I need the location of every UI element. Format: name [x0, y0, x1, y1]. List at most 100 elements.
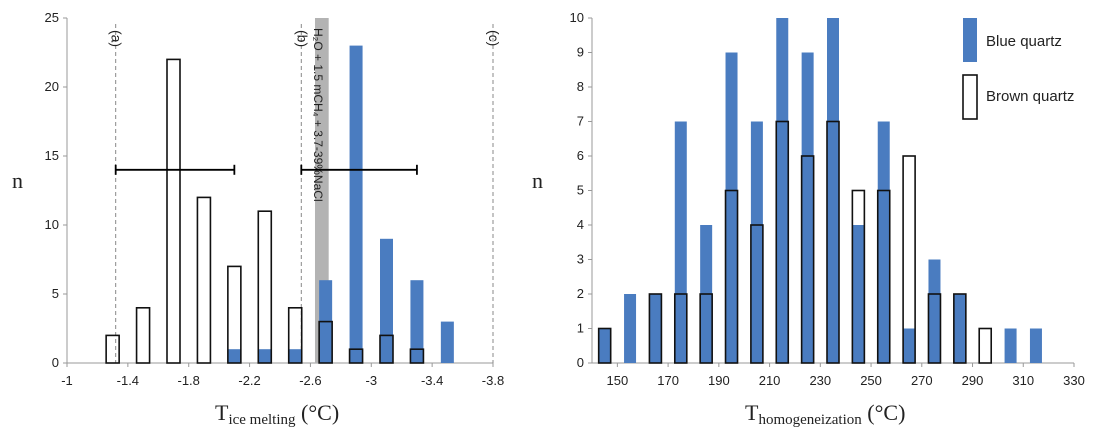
x-tick-label: 230: [809, 373, 831, 388]
y-tick-label: 25: [45, 10, 59, 25]
bar-brown-quartz: [318, 320, 333, 364]
bar-blue-quartz: [288, 349, 302, 363]
y-axis-label: n: [12, 168, 23, 193]
x-axis-label: Thomogeneization (°C): [745, 400, 905, 428]
x-tick-label: 250: [860, 373, 882, 388]
legend-label-blue: Blue quartz: [986, 33, 1062, 50]
y-tick-label: 10: [45, 217, 59, 232]
y-tick-label: 10: [570, 10, 584, 25]
legend-swatch-brown: [962, 74, 978, 120]
bar-brown-quartz: [826, 120, 840, 364]
x-tick-label: -1.8: [178, 373, 200, 388]
bar-blue-quartz: [827, 18, 839, 363]
reference-line-label: (a): [109, 30, 125, 47]
bar-brown-quartz: [105, 334, 120, 364]
y-tick-label: 0: [577, 355, 584, 370]
reference-line-label: (b): [294, 30, 310, 47]
bar-brown-quartz: [902, 155, 916, 364]
tice-melting-histogram: 0 5 10 15 20 25 -1 -1.4 -1.8 -2.2 -2.6 -3 -3.4 -3.8 (a…: [12, 10, 504, 428]
y-tick-label: 8: [577, 79, 584, 94]
bar-brown-quartz: [135, 306, 151, 364]
x-tick-label: -1: [61, 373, 73, 388]
bar-brown-quartz: [750, 224, 764, 364]
bar-blue-quartz: [258, 349, 272, 363]
bar-brown-quartz: [257, 210, 273, 364]
bar-blue-quartz: [1029, 328, 1042, 363]
x-tick-label: 170: [657, 373, 679, 388]
x-axis-label: Tice melting (°C): [215, 400, 339, 428]
bar-brown-quartz: [673, 293, 688, 364]
bar-blue-quartz: [903, 328, 916, 363]
bar-blue-quartz: [776, 18, 789, 363]
bar-brown-quartz: [800, 155, 815, 364]
bar-blue-quartz: [928, 259, 941, 363]
bar-blue-quartz: [380, 238, 393, 363]
bar-blue-quartz: [852, 225, 865, 363]
bar-brown-quartz: [227, 265, 242, 364]
bar-blue-quartz: [410, 280, 424, 363]
thomogenization-histogram: 0 1 2 3 4 5 6 7 8 9 10 150 170 190 210 230 250 270 290 310 3…: [532, 10, 1085, 428]
x-tick-label: 210: [759, 373, 781, 388]
bar-brown-quartz: [927, 293, 942, 364]
y-tick-label: 5: [577, 183, 584, 198]
bar-brown-quartz: [648, 293, 663, 364]
bar-blue-quartz: [624, 294, 637, 363]
x-tick-label: 310: [1012, 373, 1034, 388]
bar-blue-quartz: [750, 121, 763, 363]
bar-brown-quartz: [724, 189, 739, 364]
bar-blue-quartz: [227, 349, 241, 363]
y-tick-label: 9: [577, 45, 584, 60]
y-tick-label: 3: [577, 252, 584, 267]
y-tick-label: 6: [577, 148, 584, 163]
bar-brown-quartz: [196, 196, 212, 364]
bar-brown-quartz: [876, 189, 891, 364]
bar-brown-quartz: [348, 348, 364, 364]
x-tick-label: 150: [607, 373, 629, 388]
y-axis-label: n: [532, 168, 543, 193]
x-tick-label: -3.8: [482, 373, 504, 388]
y-tick-label: 4: [577, 217, 584, 232]
bar-blue-quartz: [440, 321, 454, 363]
y-tick-label: 7: [577, 114, 584, 129]
shaded-range: [314, 18, 329, 363]
bar-brown-quartz: [978, 327, 993, 364]
bar-blue-quartz: [1004, 328, 1017, 363]
bar-blue-quartz: [649, 294, 662, 363]
bar-brown-quartz: [379, 334, 394, 364]
legend-label-brown: Brown quartz: [986, 88, 1074, 105]
bar-brown-quartz: [953, 293, 967, 364]
y-tick-label: 0: [52, 355, 59, 370]
bar-blue-quartz: [953, 294, 966, 363]
bar-blue-quartz: [598, 328, 611, 363]
bar-blue-quartz: [349, 45, 363, 363]
bar-blue-quartz: [725, 52, 738, 363]
reference-line-label: (c): [486, 30, 502, 46]
bar-blue-quartz: [877, 121, 890, 363]
x-tick-label: -2.2: [238, 373, 260, 388]
shaded-range-label: H₂O + 1.5 mCH₄ + 3.7-39%NaCl: [311, 28, 325, 202]
bar-brown-quartz: [699, 293, 713, 364]
y-tick-label: 1: [577, 321, 584, 336]
y-tick-label: 15: [45, 148, 59, 163]
bar-blue-quartz: [674, 121, 687, 363]
y-tick-label: 20: [45, 79, 59, 94]
bar-brown-quartz: [851, 189, 866, 364]
x-tick-label: 270: [911, 373, 933, 388]
bar-brown-quartz: [597, 327, 612, 364]
x-tick-label: -3: [366, 373, 378, 388]
x-tick-label: -2.6: [299, 373, 321, 388]
y-tick-label: 2: [577, 286, 584, 301]
x-tick-label: -3.4: [421, 373, 443, 388]
y-tick-label: 5: [52, 286, 59, 301]
x-tick-label: -1.4: [117, 373, 139, 388]
bar-blue-quartz: [801, 52, 814, 363]
bar-brown-quartz: [166, 58, 181, 364]
x-tick-label: 290: [962, 373, 984, 388]
bar-brown-quartz: [287, 306, 303, 364]
bar-brown-quartz: [775, 120, 790, 364]
x-tick-label: 190: [708, 373, 730, 388]
x-tick-label: 330: [1063, 373, 1085, 388]
bar-brown-quartz: [409, 348, 425, 364]
legend-swatch-blue: [963, 18, 977, 62]
